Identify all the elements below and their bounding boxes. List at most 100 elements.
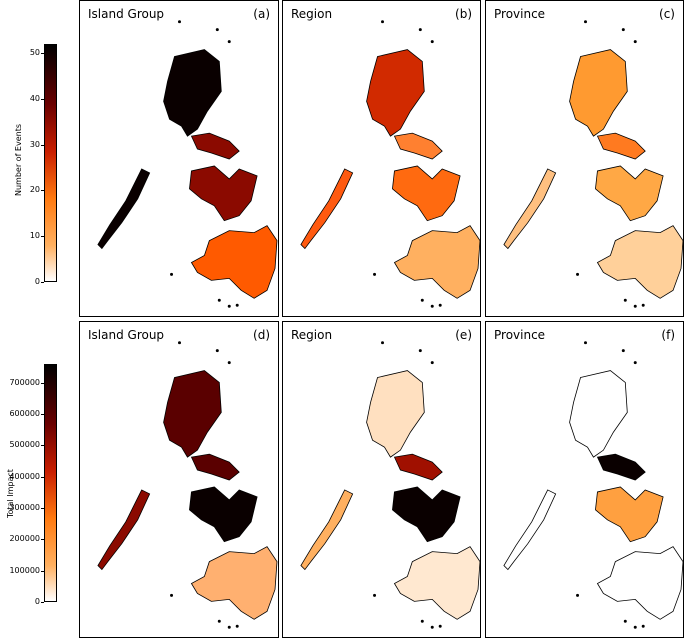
colorbar-tick-mark (41, 602, 44, 603)
panel-d: Island Group (d) (79, 321, 279, 638)
colorbar-tick-mark (41, 53, 44, 55)
map-small-island (430, 40, 434, 44)
panel-label: (f) (661, 328, 675, 342)
colorbar-tick-mark (41, 508, 44, 510)
colorbar-tick-mark (41, 539, 44, 541)
colorbar-tick-label: 300000 (9, 503, 40, 513)
map-small-island (227, 625, 231, 629)
map-region-palawan (300, 489, 354, 571)
colorbar-tick-label: 500000 (9, 440, 40, 450)
map-region-extra (190, 453, 240, 481)
colorbar-events-title: Number of Events (14, 123, 23, 196)
map-region-luzon (163, 49, 222, 137)
map-small-island (584, 341, 587, 345)
philippines-map (300, 20, 480, 308)
colorbar-tick-mark (41, 414, 44, 416)
map-region-luzon (366, 370, 425, 458)
map-small-island (641, 303, 645, 307)
map-small-island (170, 593, 174, 597)
map-small-island (438, 624, 442, 628)
panel-title: Island Group (88, 7, 165, 21)
map-small-island (373, 272, 377, 276)
map-region-extra (393, 132, 443, 160)
map-region-visayas (189, 486, 258, 543)
map-small-island (584, 20, 587, 24)
map-small-island (430, 304, 434, 308)
panel-label: (c) (659, 7, 675, 21)
map-region-extra (596, 132, 646, 160)
map-small-island (217, 619, 221, 623)
colorbar-tick-mark (41, 190, 44, 192)
colorbar-tick-mark (41, 144, 44, 146)
panel-label: (e) (455, 328, 472, 342)
philippines-map (503, 341, 683, 629)
colorbar-tick-mark (41, 445, 44, 447)
map-region-mindanao (596, 546, 683, 620)
colorbar-tick-mark (41, 476, 44, 478)
philippines-map (503, 20, 683, 308)
panel-label: (b) (455, 7, 472, 21)
map-small-island (621, 349, 625, 353)
colorbar-impact-gradient (44, 364, 57, 602)
panel-b: Region (b) (282, 0, 481, 317)
colorbar-events-gradient (44, 44, 57, 282)
map-small-island (420, 298, 424, 302)
map-small-island (633, 625, 637, 629)
map-region-palawan (503, 489, 557, 571)
colorbar-tick-mark (41, 236, 44, 238)
colorbar-tick-label: 10 (29, 231, 40, 241)
map-small-island (373, 593, 377, 597)
map-small-island (217, 298, 221, 302)
map-region-mindanao (393, 546, 480, 620)
map-small-island (633, 40, 637, 44)
panel-f: Province (f) (485, 321, 684, 638)
colorbar-tick-label: 600000 (9, 409, 40, 419)
panel-label: (a) (253, 7, 270, 21)
map-small-island (420, 619, 424, 623)
map-region-mindanao (393, 225, 480, 299)
map-small-island (418, 349, 422, 353)
map-small-island (235, 624, 239, 628)
panel-label: (d) (253, 328, 270, 342)
philippines-map (97, 341, 278, 629)
colorbar-tick-mark (41, 382, 44, 384)
map-small-island (178, 20, 181, 24)
map-region-mindanao (190, 225, 278, 299)
map-region-visayas (392, 165, 461, 222)
map-small-island (215, 28, 219, 32)
map-small-island (178, 341, 181, 345)
map-small-island (641, 624, 645, 628)
map-small-island (215, 349, 219, 353)
map-small-island (227, 304, 231, 308)
panel-c: Province (c) (485, 0, 684, 317)
colorbar-tick-label: 0 (34, 277, 40, 286)
colorbar-tick-mark (41, 570, 44, 572)
map-small-island (418, 28, 422, 32)
map-small-island (381, 341, 384, 345)
panel-title: Region (291, 328, 333, 342)
map-small-island (227, 361, 231, 365)
panel-a: Island Group (a) (79, 0, 279, 317)
map-small-island (621, 28, 625, 32)
map-small-island (170, 272, 174, 276)
colorbar-tick-label: 400000 (9, 471, 40, 481)
map-small-island (235, 303, 239, 307)
map-small-island (430, 625, 434, 629)
map-region-visayas (392, 486, 461, 543)
colorbar-tick-mark (41, 282, 44, 283)
colorbar-tick-label: 200000 (9, 534, 40, 544)
colorbar-tick-label: 0 (34, 597, 40, 606)
map-region-extra (596, 453, 646, 481)
map-small-island (633, 361, 637, 365)
map-region-mindanao (596, 225, 683, 299)
map-region-visayas (595, 486, 664, 543)
colorbar-tick-label: 20 (29, 185, 40, 195)
philippines-map (300, 341, 480, 629)
map-region-visayas (189, 165, 258, 222)
colorbar-tick-label: 700000 (9, 377, 40, 387)
map-small-island (381, 20, 384, 24)
map-region-palawan (503, 168, 557, 250)
colorbar-tick-label: 50 (29, 48, 40, 58)
colorbar-tick-label: 30 (29, 139, 40, 149)
map-region-luzon (569, 370, 628, 458)
